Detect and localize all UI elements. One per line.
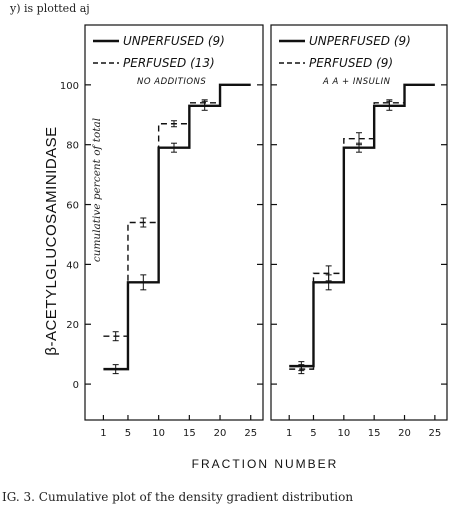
y-axis-label: β-ACETYLGLUCOSAMINIDASE — [43, 126, 60, 355]
series-perfused-line — [289, 84, 435, 370]
x-tick-label: 5 — [310, 428, 316, 439]
y-tick-label: 60 — [66, 201, 79, 212]
series-unperfused-line — [289, 83, 435, 368]
error-bar — [171, 120, 177, 128]
y-tick-label: 0 — [73, 380, 79, 391]
series-unperfused-line — [103, 83, 251, 371]
error-bar — [140, 274, 147, 291]
legend-label: UNPERFUSED (9) — [309, 34, 411, 48]
error-bar — [112, 364, 119, 375]
y-tick-label: 40 — [66, 260, 79, 271]
series-perfused-line — [103, 84, 251, 337]
legend-label: PERFUSED (9) — [309, 56, 393, 70]
error-bar — [171, 142, 177, 153]
figure-caption: IG. 3. Cumulative plot of the density gr… — [2, 490, 353, 504]
x-tick-label: 25 — [428, 428, 441, 439]
error-bar — [201, 99, 208, 107]
error-bar — [298, 364, 305, 375]
x-tick-label: 5 — [125, 428, 131, 439]
error-bar — [386, 99, 393, 107]
top-text: y) is plotted aj — [9, 2, 90, 15]
error-bar — [325, 265, 332, 282]
x-tick-label: 10 — [152, 428, 165, 439]
x-tick-label: 20 — [398, 428, 411, 439]
x-tick-label: 15 — [368, 428, 381, 439]
x-tick-label: 25 — [244, 428, 257, 439]
x-tick-label: 15 — [183, 428, 196, 439]
legend-subtitle: A A + INSULIN — [322, 77, 391, 87]
legend-label: UNPERFUSED (9) — [123, 34, 225, 48]
error-bar — [356, 132, 362, 146]
y-tick-label: 20 — [66, 320, 79, 331]
legend-subtitle: NO ADDITIONS — [137, 77, 206, 87]
y-tick-label: 80 — [66, 141, 79, 152]
x-tick-label: 1 — [286, 428, 292, 439]
y-annotation: cumulative percent of total — [91, 118, 103, 262]
error-bar — [140, 217, 147, 228]
error-bar — [112, 331, 119, 342]
legend-label: PERFUSED (13) — [123, 56, 215, 70]
y-tick-label: 100 — [60, 81, 79, 92]
x-tick-label: 20 — [214, 428, 227, 439]
x-tick-label: 1 — [100, 428, 106, 439]
x-tick-label: 10 — [337, 428, 350, 439]
plot-frame — [84, 24, 264, 421]
plot-frame — [270, 24, 448, 421]
x-axis-label: FRACTION NUMBER — [192, 457, 339, 471]
